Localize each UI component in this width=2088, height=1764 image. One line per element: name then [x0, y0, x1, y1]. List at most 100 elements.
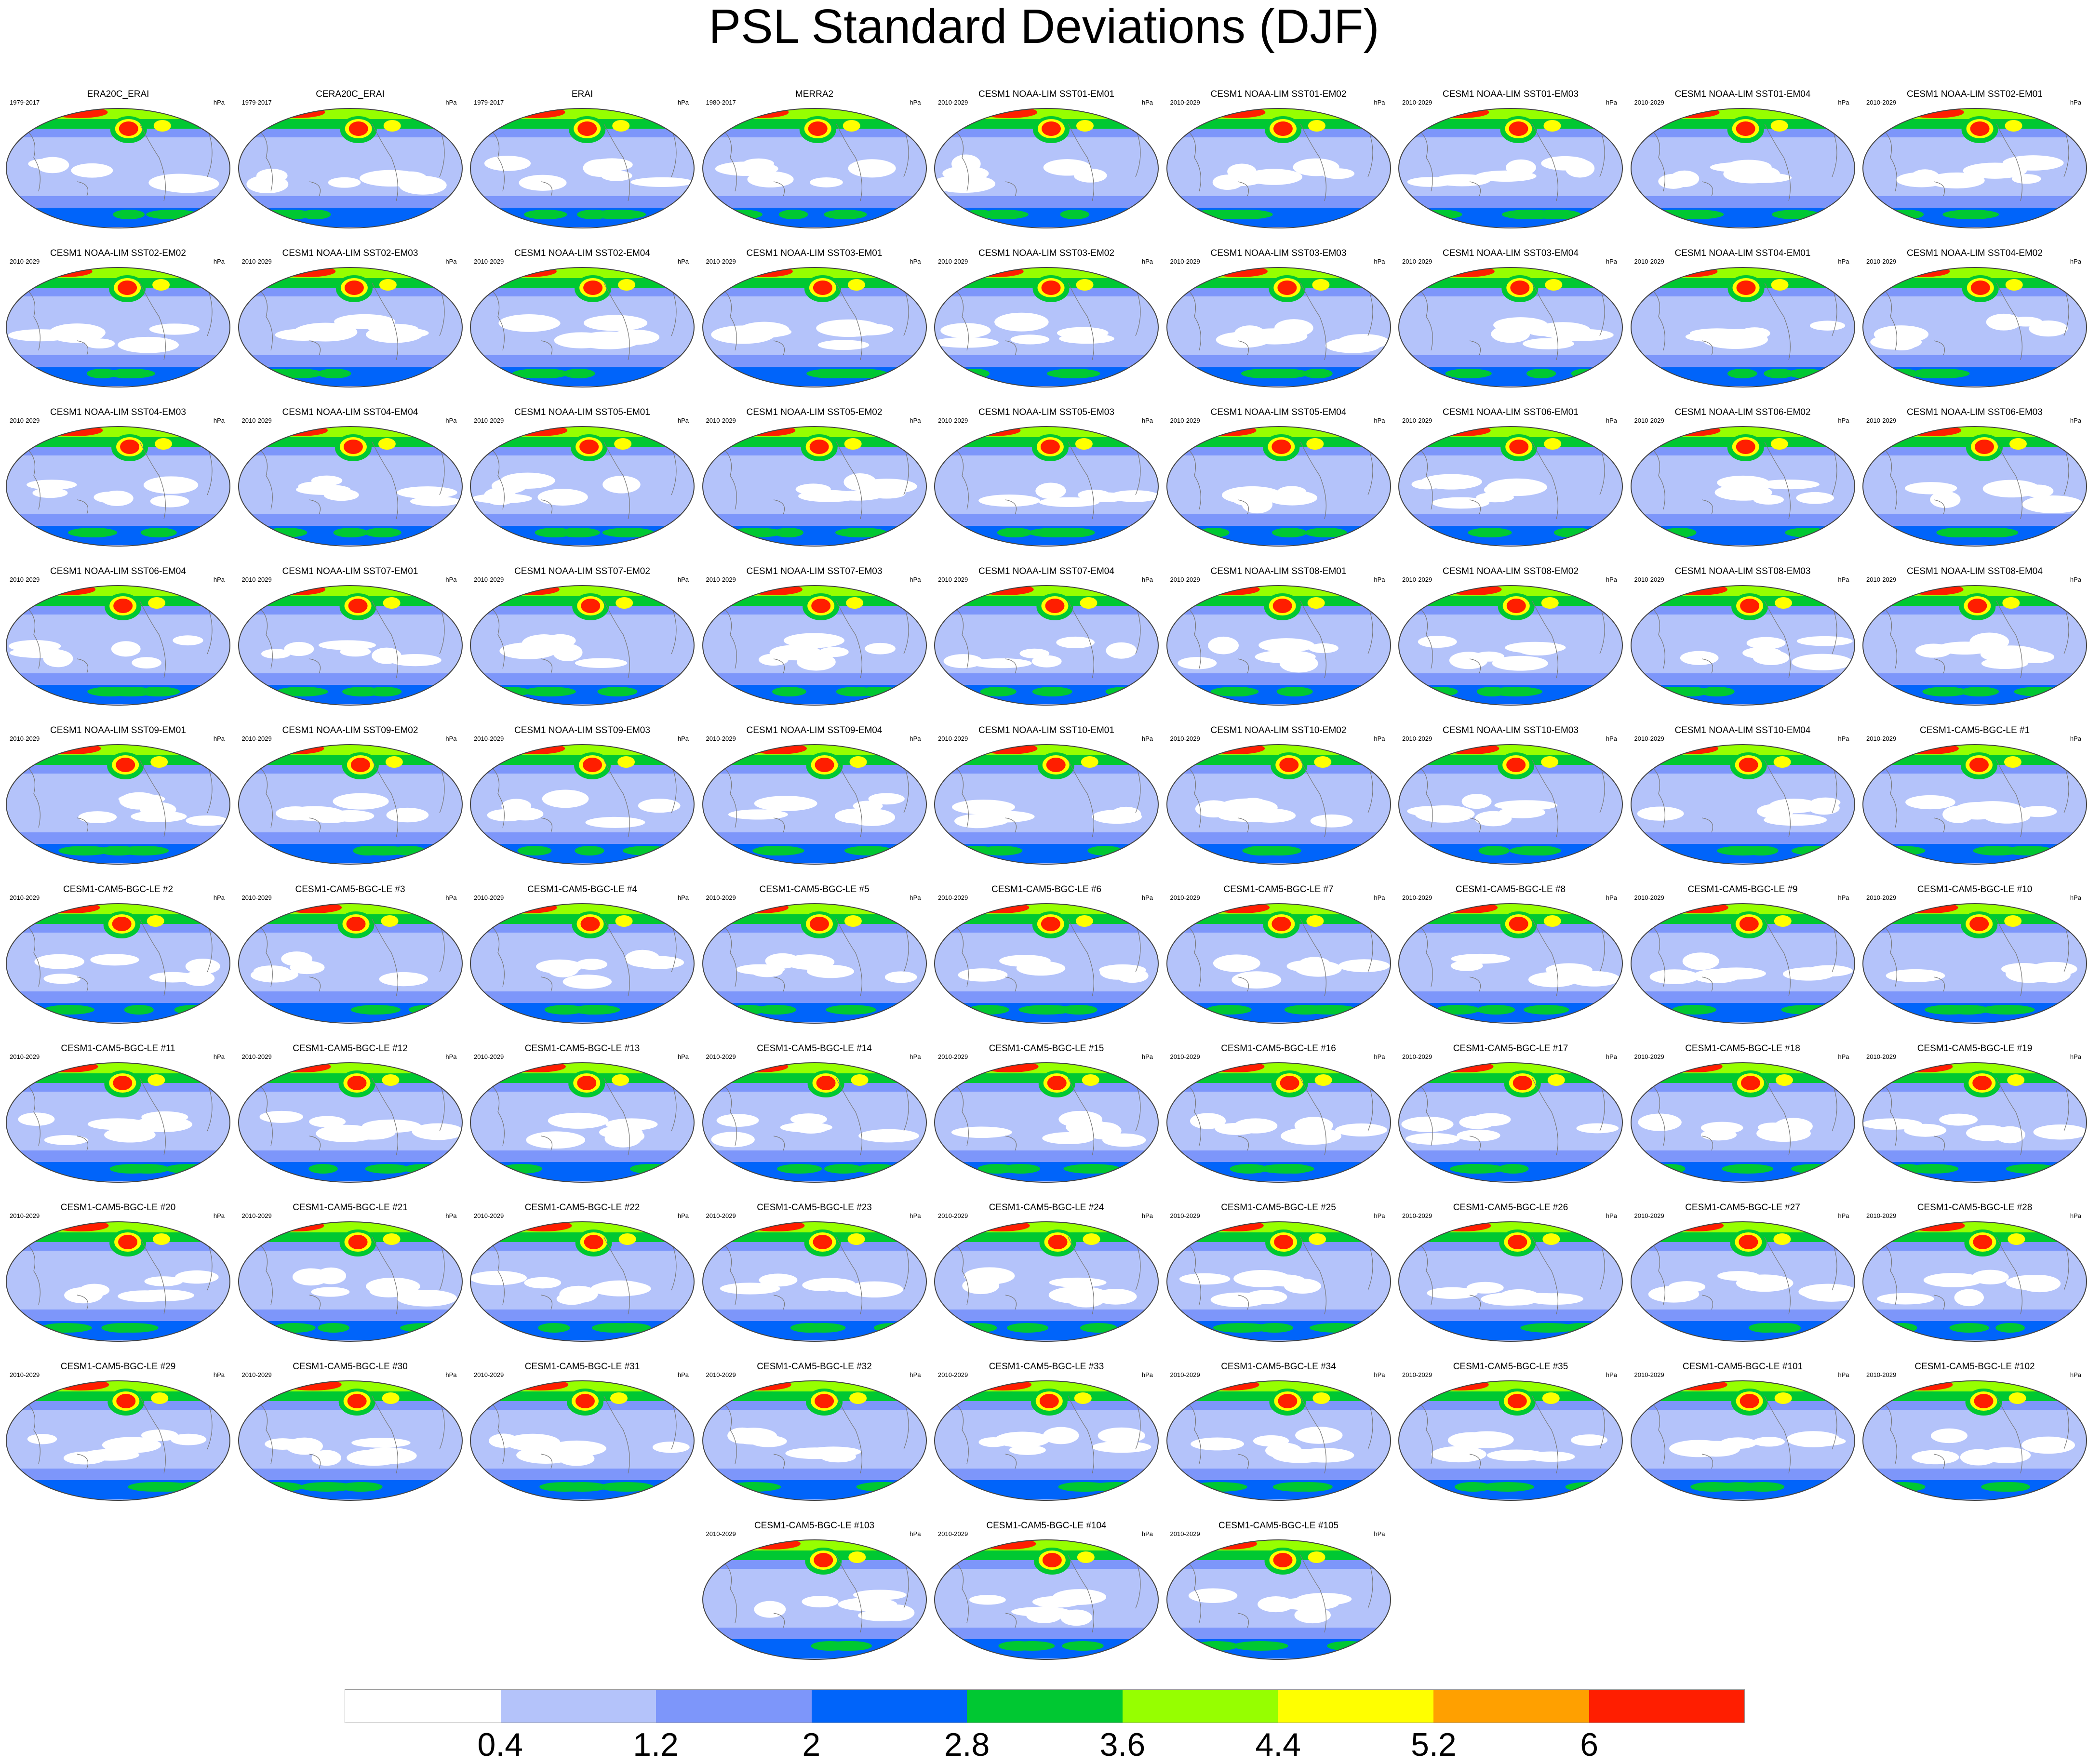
arctic-high-variance [1431, 1381, 1489, 1390]
southern-midlatitude-band [238, 355, 462, 367]
australia-coastline [1237, 976, 1249, 992]
southern-high-variance [1205, 1005, 1252, 1015]
atlantic-high-variance [1581, 1222, 1622, 1233]
robinson-map [470, 426, 695, 547]
southern-midlatitude-band [1166, 1150, 1391, 1162]
southern-high-variance [1225, 687, 1255, 696]
map-outline [238, 903, 463, 1024]
southern-high-variance [87, 369, 118, 378]
americas-coastline [1764, 760, 1791, 838]
panel-period: 2010-2029 [1634, 894, 1664, 901]
panel-unit: hPa [2070, 576, 2081, 583]
low-variance-area [1874, 325, 1929, 344]
map-panel: CESM1 NOAA-LIM SST10-EM03 2010-2029 hPa [1397, 725, 1624, 880]
panel-period: 2010-2029 [10, 1212, 40, 1219]
southern-midlatitude-band [702, 673, 926, 685]
southern-high-variance [1879, 1482, 1926, 1492]
asia-coastline [488, 1401, 505, 1464]
north-atlantic-center [1314, 1074, 1332, 1086]
low-variance-area [720, 1283, 780, 1295]
low-variance-area [559, 1285, 598, 1303]
americas-coastline [1996, 123, 2022, 201]
map-panel: CESM1-CAM5-BGC-LE #101 2010-2029 hPa [1630, 1362, 1856, 1516]
low-variance-area [18, 1112, 55, 1126]
north-atlantic-center [378, 438, 396, 450]
low-variance-area [290, 961, 325, 975]
robinson-map [1166, 1539, 1391, 1660]
map-panel: CESM1-CAM5-BGC-LE #26 2010-2029 hPa [1397, 1203, 1624, 1357]
australia-coastline [1005, 817, 1017, 833]
atlantic-high-variance [413, 904, 456, 915]
map-panel: CESM1 NOAA-LIM SST09-EM04 2010-2029 hPa [701, 725, 928, 880]
asia-coastline [24, 1082, 40, 1146]
panel-title: CESM1-CAM5-BGC-LE #8 [1455, 884, 1566, 895]
atlantic-high-variance [641, 267, 685, 279]
southern-high-variance [1721, 1164, 1773, 1174]
north-pacific-center [583, 281, 603, 295]
north-atlantic-center [2008, 1233, 2025, 1245]
atlantic-high-variance [1569, 586, 1613, 597]
australia-coastline [541, 1454, 553, 1469]
map-panel: CESM1 NOAA-LIM SST07-EM01 2010-2029 hPa [237, 566, 464, 721]
map-outline [702, 1539, 927, 1660]
southern-midlatitude-band [1399, 1469, 1622, 1480]
low-variance-area [576, 331, 642, 349]
panel-title: CESM1-CAM5-BGC-LE #20 [60, 1203, 176, 1213]
atlantic-high-variance [1808, 904, 1852, 915]
map-outline [1862, 267, 2087, 388]
americas-coastline [1299, 282, 1326, 361]
southern-midlatitude-band [702, 832, 926, 844]
north-pacific-center [348, 599, 368, 613]
north-atlantic-center [1313, 756, 1331, 768]
southern-high-variance [308, 1164, 338, 1174]
north-pacific-center [583, 758, 602, 772]
low-variance-area [2009, 317, 2042, 327]
north-atlantic-center [844, 915, 862, 927]
low-variance-area [1739, 327, 1770, 339]
north-pacific-center [1740, 599, 1759, 613]
panel-title: CESM1 NOAA-LIM SST06-EM03 [1907, 407, 2043, 417]
southern-high-variance [950, 846, 998, 855]
low-variance-area [1401, 1116, 1454, 1132]
southern-high-variance [124, 1005, 154, 1015]
map-panel: CESM1-CAM5-BGC-LE #18 2010-2029 hPa [1630, 1043, 1856, 1198]
north-pacific-center [813, 1553, 833, 1567]
atlantic-high-variance [646, 427, 690, 438]
northern-high-band [6, 1222, 230, 1232]
asia-coastline [24, 1401, 40, 1464]
panel-period: 2010-2029 [706, 1212, 736, 1219]
panel-unit: hPa [445, 1053, 457, 1060]
southern-high-variance [857, 1482, 904, 1492]
arctic-high-variance [1432, 427, 1491, 436]
north-atlantic-center [1308, 1551, 1325, 1563]
low-variance-area [816, 319, 882, 337]
north-atlantic-center [1081, 756, 1098, 768]
low-variance-area [585, 816, 645, 828]
low-variance-area [798, 490, 860, 502]
low-variance-area [605, 1118, 658, 1131]
southern-high-variance [1533, 210, 1581, 219]
panel-unit: hPa [1374, 1530, 1385, 1537]
map-panel: ERA20C_ERAI 1979-2017 hPa [5, 89, 231, 243]
panel-unit: hPa [445, 1371, 457, 1378]
americas-coastline [835, 760, 862, 838]
robinson-map [1862, 426, 2087, 547]
southern-midlatitude-band [6, 991, 230, 1003]
map-panel: CESM1-CAM5-BGC-LE #30 2010-2029 hPa [237, 1362, 464, 1516]
arctic-high-variance [1660, 745, 1718, 754]
map-outline [1166, 1062, 1391, 1183]
arctic-high-variance [1431, 108, 1489, 118]
map-outline [6, 1062, 230, 1183]
southern-midlatitude-band [238, 673, 462, 685]
north-pacific-center [1273, 121, 1293, 136]
southern-midlatitude-band [1399, 673, 1622, 685]
asia-coastline [1416, 605, 1433, 669]
north-atlantic-center [1773, 1233, 1791, 1245]
americas-coastline [603, 282, 630, 361]
low-variance-area [758, 654, 789, 666]
panel-period: 2010-2029 [1634, 576, 1664, 583]
map-outline [6, 585, 230, 706]
map-outline [6, 426, 230, 547]
southern-midlatitude-band [702, 355, 926, 367]
atlantic-high-variance [640, 904, 684, 915]
